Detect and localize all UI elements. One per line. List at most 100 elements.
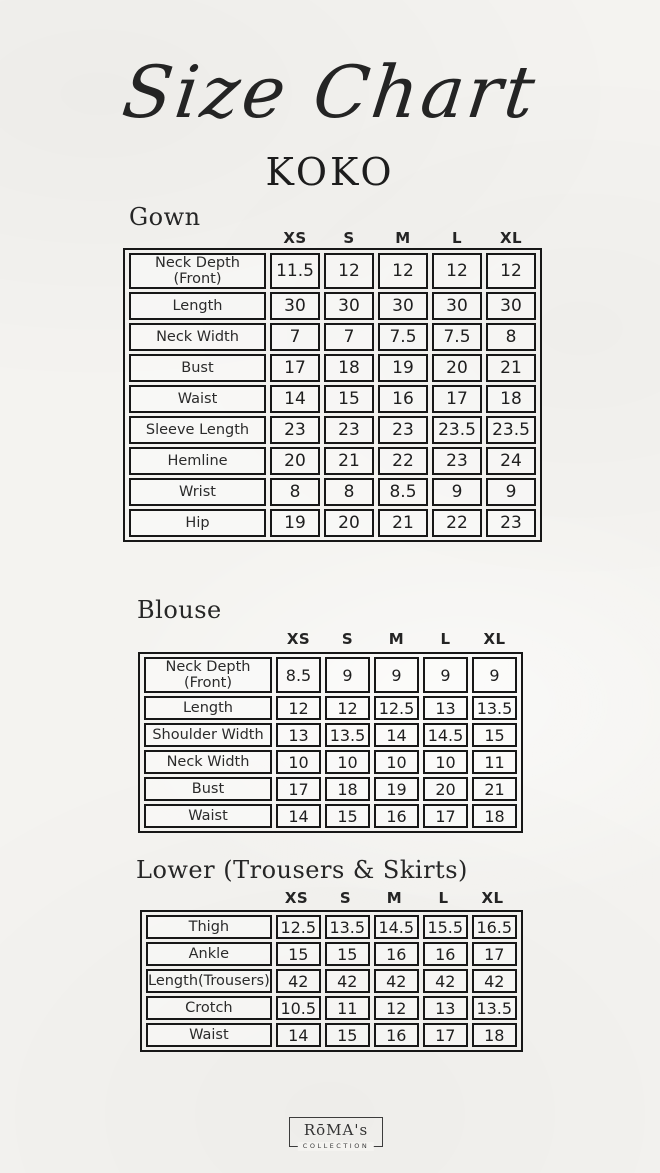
section-heading-gown: Gown	[129, 203, 201, 231]
size-value-cell: 21	[486, 354, 536, 382]
size-value-cell: 23	[432, 447, 482, 475]
size-value-cell: 17	[432, 385, 482, 413]
size-value-cell: 15.5	[422, 915, 468, 939]
size-value-cell: 22	[378, 447, 428, 475]
section-heading-lower: Lower (Trousers & Skirts)	[136, 856, 468, 884]
size-value-cell: 22	[432, 509, 482, 537]
row-label: Bust	[129, 354, 266, 382]
size-value-cell: 11	[324, 996, 370, 1020]
row-label: Neck Width	[144, 750, 272, 774]
logo-collection-label: COLLECTION	[297, 1142, 375, 1151]
table-row: Bust 17 18 19 20 21	[144, 777, 517, 801]
size-value-cell: 15	[324, 385, 374, 413]
size-value-cell: 12	[486, 253, 536, 289]
size-column-header: XL	[483, 630, 506, 648]
size-column-header: L	[451, 229, 463, 247]
size-value-cell: 19	[270, 509, 320, 537]
row-label: Neck Width	[129, 323, 266, 351]
row-label: Hip	[129, 509, 266, 537]
size-value-cell: 9	[374, 657, 419, 693]
size-value-cell: 18	[324, 354, 374, 382]
size-column-header: M	[388, 630, 405, 648]
size-value-cell: 15	[324, 1023, 370, 1047]
gown-size-table: Neck Depth (Front) 11.5 12 12 12 12 Length 30 30…	[123, 248, 542, 542]
row-label: Length	[144, 696, 272, 720]
size-value-cell: 23	[486, 509, 536, 537]
size-value-cell: 15	[472, 723, 517, 747]
size-value-cell: 21	[378, 509, 428, 537]
row-label: Waist	[144, 804, 272, 828]
size-value-cell: 18	[325, 777, 370, 801]
size-column-header: S	[339, 889, 352, 907]
size-value-cell: 10	[325, 750, 370, 774]
size-column-header: L	[440, 630, 451, 648]
lower-size-table: Thigh 12.5 13.5 14.5 15.5 16.5 Ankle 15 15 16 16 17…	[140, 910, 523, 1052]
table-row: Length 30 30 30 30 30	[129, 292, 536, 320]
gown-size-header-row: XS S M L XL	[270, 229, 536, 247]
size-value-cell: 42	[422, 969, 468, 993]
blouse-size-table: Neck Depth (Front) 8.5 9 9 9 9 Length 12 12 12.5 1…	[138, 652, 523, 833]
size-value-cell: 15	[275, 942, 321, 966]
size-value-cell: 20	[324, 509, 374, 537]
size-value-cell: 42	[373, 969, 419, 993]
size-value-cell: 18	[471, 1023, 517, 1047]
size-value-cell: 18	[472, 804, 517, 828]
size-value-cell: 7	[270, 323, 320, 351]
size-value-cell: 16	[422, 942, 468, 966]
size-value-cell: 13.5	[324, 915, 370, 939]
size-value-cell: 16	[378, 385, 428, 413]
size-value-cell: 12	[276, 696, 321, 720]
size-value-cell: 14	[275, 1023, 321, 1047]
size-value-cell: 13	[423, 696, 468, 720]
size-value-cell: 17	[276, 777, 321, 801]
size-value-cell: 16	[373, 942, 419, 966]
size-column-header: M	[386, 889, 403, 907]
brand-name: KOKO	[265, 150, 395, 194]
size-value-cell: 13	[422, 996, 468, 1020]
size-value-cell: 13.5	[471, 996, 517, 1020]
lower-table-body: Thigh 12.5 13.5 14.5 15.5 16.5 Ankle 15 15 16 16 17…	[146, 915, 517, 1047]
row-label: Thigh	[146, 915, 272, 939]
size-column-header: S	[343, 229, 355, 247]
size-value-cell: 12	[325, 696, 370, 720]
size-column-header: S	[341, 630, 354, 648]
row-label: Shoulder Width	[144, 723, 272, 747]
size-value-cell: 30	[432, 292, 482, 320]
table-row: Waist 14 15 16 17 18	[146, 1023, 517, 1047]
table-row: Sleeve Length 23 23 23 23.5 23.5	[129, 416, 536, 444]
table-row: Neck Width 7 7 7.5 7.5 8	[129, 323, 536, 351]
row-label: Waist	[146, 1023, 272, 1047]
size-value-cell: 23	[378, 416, 428, 444]
size-value-cell: 12	[324, 253, 374, 289]
size-value-cell: 11.5	[270, 253, 320, 289]
table-row: Wrist 8 8 8.5 9 9	[129, 478, 536, 506]
size-value-cell: 8.5	[378, 478, 428, 506]
table-row: Hemline 20 21 22 23 24	[129, 447, 536, 475]
size-value-cell: 12.5	[275, 915, 321, 939]
size-column-header: XS	[283, 229, 307, 247]
table-row: Neck Width 10 10 10 10 11	[144, 750, 517, 774]
blouse-size-header-row: XS S M L XL	[276, 630, 517, 648]
lower-size-header-row: XS S M L XL	[274, 889, 515, 907]
size-value-cell: 19	[378, 354, 428, 382]
size-value-cell: 42	[471, 969, 517, 993]
size-value-cell: 23	[324, 416, 374, 444]
table-row: Shoulder Width 13 13.5 14 14.5 15	[144, 723, 517, 747]
size-value-cell: 20	[270, 447, 320, 475]
size-value-cell: 13.5	[325, 723, 370, 747]
size-value-cell: 16	[373, 1023, 419, 1047]
size-value-cell: 24	[486, 447, 536, 475]
row-label: Neck Depth (Front)	[144, 657, 272, 693]
gown-table-body: Neck Depth (Front) 11.5 12 12 12 12 Length 30 30…	[129, 253, 536, 537]
row-label: Length	[129, 292, 266, 320]
size-value-cell: 7.5	[432, 323, 482, 351]
size-value-cell: 9	[423, 657, 468, 693]
row-label: Crotch	[146, 996, 272, 1020]
row-label: Ankle	[146, 942, 272, 966]
size-value-cell: 17	[422, 1023, 468, 1047]
size-value-cell: 10.5	[275, 996, 321, 1020]
row-label: Neck Depth (Front)	[129, 253, 266, 289]
size-value-cell: 20	[432, 354, 482, 382]
size-value-cell: 15	[324, 942, 370, 966]
